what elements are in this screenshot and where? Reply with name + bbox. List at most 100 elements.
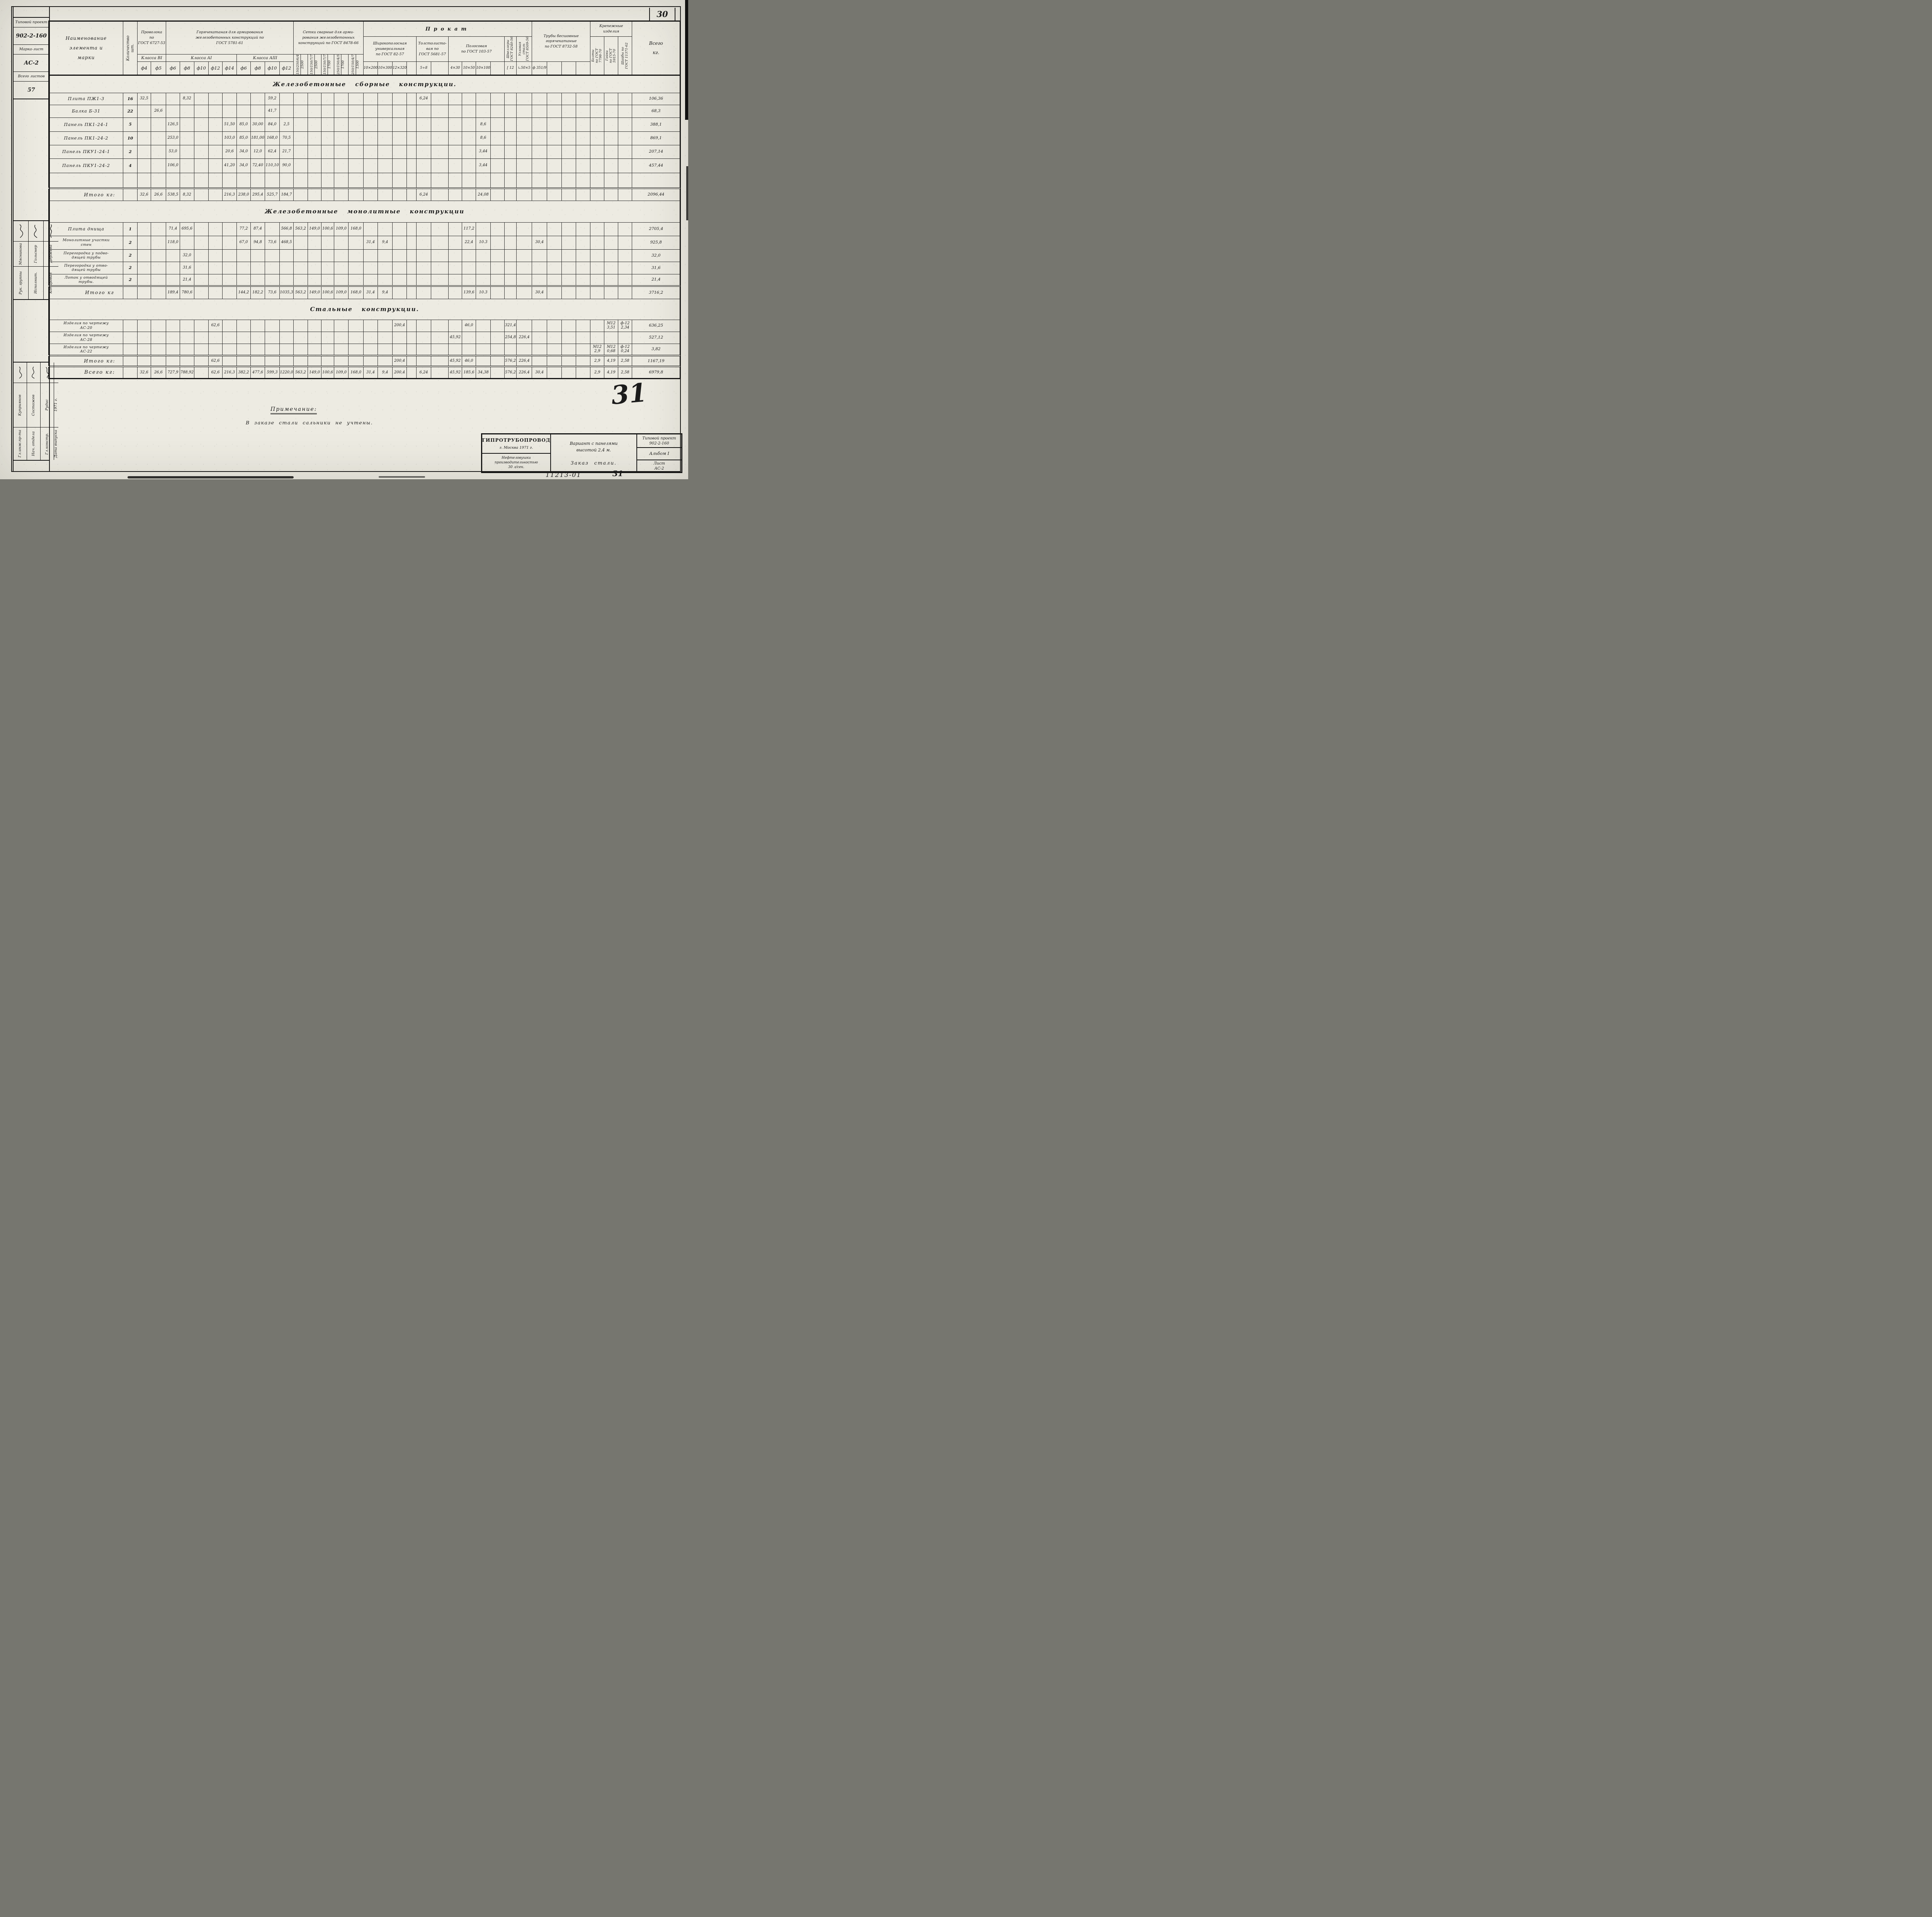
value-cell: [363, 261, 378, 274]
value-cell: [416, 131, 432, 145]
value-cell: [547, 261, 562, 274]
value-cell: [604, 261, 619, 274]
value-cell: [406, 261, 417, 274]
value-cell: [378, 274, 393, 286]
value-cell: [208, 92, 223, 105]
value-cell: [279, 331, 294, 344]
table-header: Наименование элемента и марки Количество…: [49, 21, 681, 75]
value-cell: 94,8: [250, 235, 265, 250]
album-label: Альбом I: [637, 448, 681, 460]
value-cell: [321, 104, 334, 118]
value-cell: [334, 131, 349, 145]
value-cell: [348, 117, 364, 132]
value-cell: [576, 104, 591, 118]
value-cell: [321, 158, 334, 173]
value-cell: 45,92: [448, 331, 463, 344]
value-cell: [208, 274, 223, 286]
value-cell: [590, 274, 605, 286]
value-cell: [431, 355, 449, 367]
value-cell: [137, 343, 151, 356]
value-cell: 73,6: [265, 285, 280, 299]
row-name: Изделия по чертежу АС-20: [48, 319, 123, 332]
row-qty: 1: [123, 222, 138, 236]
signer-role: Гл.констр.: [44, 432, 49, 455]
value-cell: 8,32: [180, 92, 194, 105]
value-cell: [416, 249, 432, 262]
value-cell: [208, 285, 223, 299]
value-cell: [547, 285, 562, 299]
sheet-label: Лист АС-2: [653, 461, 665, 471]
value-cell: 9,4: [378, 285, 393, 299]
value-cell: [604, 331, 619, 344]
value-cell: [547, 158, 562, 173]
value-cell: 26,6: [151, 366, 166, 379]
value-cell: 62,6: [208, 319, 223, 332]
value-cell: [236, 331, 251, 344]
value-cell: [406, 319, 417, 332]
value-cell: [279, 319, 294, 332]
value-cell: [406, 145, 417, 159]
value-cell: [547, 145, 562, 159]
value-cell: [321, 274, 334, 286]
value-cell: [194, 172, 209, 189]
value-cell: [308, 131, 321, 145]
drawing-sheet: 30 Типовой проект 902-2-160 Марка-лист А…: [0, 0, 688, 479]
value-cell: [194, 117, 209, 132]
table-row: Итого кг 189,4 780,6 144,2 182,2 73,6 1035,3 56…: [48, 285, 681, 299]
value-cell: 226,4: [516, 366, 532, 379]
value-cell: [194, 235, 209, 250]
value-cell: [462, 117, 476, 132]
section-title: Стальные конструкции.: [310, 306, 419, 313]
value-cell: [618, 261, 633, 274]
value-cell: [532, 104, 548, 118]
value-cell: [363, 355, 378, 367]
header-dia: ф10: [194, 61, 209, 75]
header-mesh-type: 250/150/4/7 1300: [348, 54, 364, 75]
value-cell: [194, 285, 209, 299]
value-cell: [378, 117, 393, 132]
header-wideflat: Широкополосная универсальная по ГОСТ 82-…: [363, 36, 417, 62]
value-cell: 168,0: [265, 131, 280, 145]
value-cell: 695,6: [180, 222, 194, 236]
value-cell: [406, 355, 417, 367]
value-cell: [363, 117, 378, 132]
value-cell: [490, 117, 505, 132]
value-cell: 788,92: [180, 366, 194, 379]
value-cell: [532, 222, 548, 236]
value-cell: 8,6: [476, 131, 491, 145]
signer-name: Мясникова: [18, 243, 23, 265]
value-cell: [151, 145, 166, 159]
value-cell: [532, 145, 548, 159]
row-qty: [123, 319, 138, 332]
scan-edge-artifact: [685, 0, 688, 120]
value-cell: [279, 104, 294, 118]
value-cell: [547, 172, 562, 189]
value-cell: [504, 249, 517, 262]
value-cell: 31,4: [363, 235, 378, 250]
value-cell: 566,8: [279, 222, 294, 236]
value-cell: [208, 249, 223, 262]
value-cell: [334, 145, 349, 159]
value-cell: [406, 104, 417, 118]
value-cell: [576, 145, 591, 159]
row-total-cell: 869,1: [632, 131, 681, 145]
value-cell: [279, 261, 294, 274]
value-cell: [532, 274, 548, 286]
value-cell: [236, 261, 251, 274]
header-name: Наименование элемента и марки: [49, 21, 123, 75]
value-cell: [137, 222, 151, 236]
value-cell: [180, 131, 194, 145]
value-cell: [194, 274, 209, 286]
value-cell: [293, 331, 308, 344]
value-cell: [561, 249, 577, 262]
value-cell: 10.3: [476, 285, 491, 299]
value-cell: [334, 92, 349, 105]
value-cell: [137, 274, 151, 286]
header-angle: Угловая сталь ГОСТ 8509-56: [516, 36, 532, 62]
value-cell: 106,0: [166, 158, 180, 173]
header-size: 10×300: [378, 61, 393, 75]
value-cell: [448, 343, 463, 356]
value-cell: [308, 274, 321, 286]
value-cell: [547, 131, 562, 145]
value-cell: [618, 131, 633, 145]
